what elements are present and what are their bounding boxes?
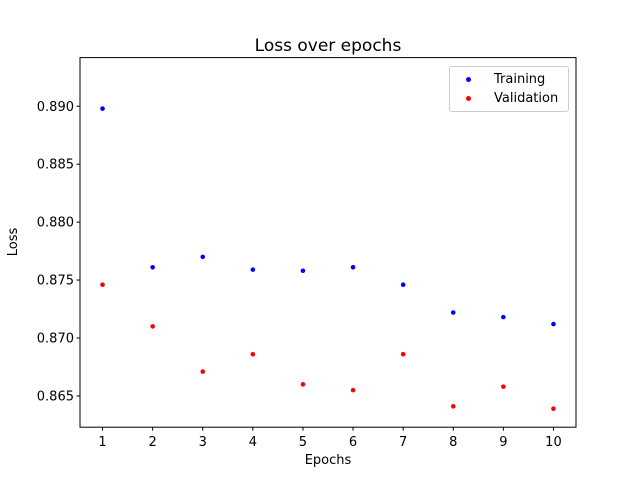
point-training [501, 314, 506, 320]
point-validation [250, 351, 256, 357]
y-tick-label: 0.890 [37, 100, 74, 115]
point-validation [150, 324, 155, 329]
plot-frame [79, 57, 577, 428]
x-axis-label: Epochs [305, 453, 352, 468]
legend-entry-training: Training [450, 70, 568, 89]
point-training [450, 310, 456, 315]
point-validation [350, 387, 356, 393]
x-tick-label: 1 [98, 435, 106, 450]
x-tick-label: 9 [499, 435, 507, 450]
point-training [400, 282, 406, 287]
y-tick-label: 0.880 [37, 216, 74, 231]
point-training [100, 106, 105, 111]
y-tick-label: 0.875 [37, 274, 74, 289]
point-validation [400, 351, 406, 357]
validation-marker-icon [466, 96, 471, 101]
point-validation [100, 282, 105, 287]
legend-entry-validation: Validation [450, 89, 568, 108]
point-validation [551, 406, 556, 411]
x-tick-label: 2 [149, 435, 157, 450]
data-points [100, 106, 556, 411]
y-tick-label: 0.885 [37, 158, 74, 173]
point-validation [200, 369, 206, 374]
x-tick-label: 3 [199, 435, 207, 450]
legend: Training Validation [449, 66, 569, 112]
point-training [250, 267, 256, 272]
chart-title: Loss over epochs [255, 36, 402, 56]
x-tick-label: 7 [399, 435, 407, 450]
x-tick-label: 5 [299, 435, 307, 450]
point-training [350, 265, 356, 270]
point-validation [450, 404, 456, 409]
x-axis-ticks: 1 2 3 4 5 6 7 8 9 10 [98, 427, 562, 450]
x-tick-label: 8 [449, 435, 457, 450]
x-tick-label: 4 [249, 435, 257, 450]
point-validation [300, 382, 306, 387]
y-axis-label: Loss [6, 228, 21, 257]
y-tick-label: 0.870 [37, 331, 74, 346]
legend-label-validation: Validation [494, 91, 559, 106]
training-marker-icon [466, 77, 471, 82]
point-training [300, 268, 306, 274]
point-validation [501, 384, 506, 389]
point-training [150, 265, 155, 270]
point-training [551, 321, 556, 327]
x-tick-label: 10 [545, 435, 562, 450]
x-tick-label: 6 [349, 435, 357, 450]
y-tick-label: 0.865 [37, 389, 74, 404]
legend-label-training: Training [494, 72, 546, 87]
point-training [200, 254, 206, 260]
y-axis-ticks: 0.865 0.870 0.875 0.880 0.885 0.890 [37, 100, 80, 404]
